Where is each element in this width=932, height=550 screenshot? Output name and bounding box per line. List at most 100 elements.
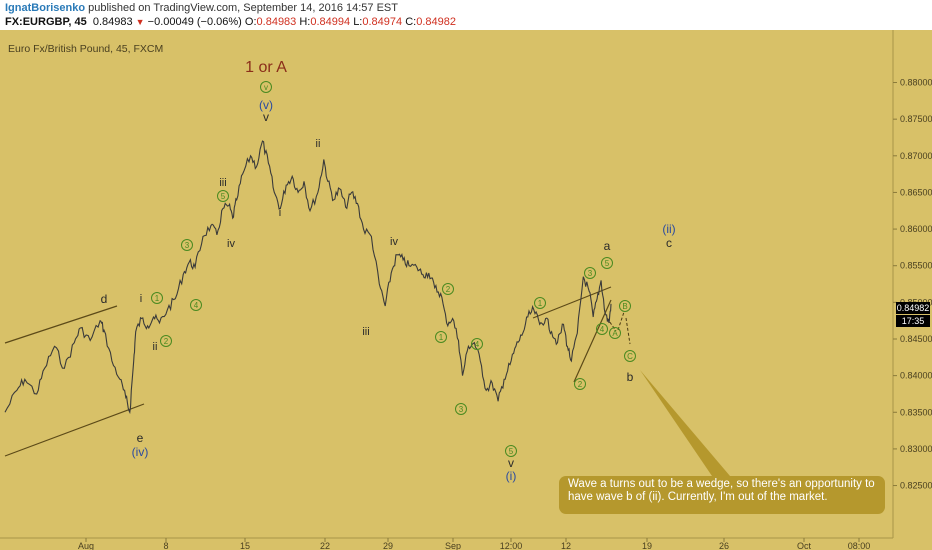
circle-5-a: 5: [217, 190, 229, 202]
wave-v-bottom-label: v: [508, 456, 514, 470]
wave-iv-degree-label: (iv): [132, 445, 149, 459]
circle-B-text: B: [622, 302, 627, 311]
wave-d-label: d: [101, 292, 108, 306]
price-tick-label: 0.84500: [900, 334, 932, 344]
circle-4-a: 4: [190, 299, 202, 311]
price-tick-label: 0.88000: [900, 78, 932, 88]
circle-1-a-text: 1: [155, 294, 160, 303]
time-tick-label: 08:00: [848, 541, 871, 550]
wave-i-degree-label: (i): [506, 469, 517, 483]
circle-1-a: 1: [151, 292, 163, 304]
wave-e-label: e: [137, 431, 144, 445]
circle-1-b-text: 1: [439, 333, 444, 342]
wave-labels: 1 or A (v) v i ii iii iv d e (iv) i ii i…: [101, 59, 676, 483]
circle-4-b: 4: [471, 338, 483, 350]
circle-2-a: 2: [160, 335, 172, 347]
callout-pointer: [640, 370, 730, 476]
low-label: L:: [353, 16, 363, 28]
time-tick-label: 15: [240, 541, 250, 550]
price-tick-label: 0.87000: [900, 151, 932, 161]
circle-1-b: 1: [435, 331, 447, 343]
circled-wave-labels: v 1 2 3 4 5 2 1 4 3 5 1 2 3 4 5 A B C: [151, 81, 636, 457]
price-tick-label: 0.85500: [900, 261, 932, 271]
circle-1-c-text: 1: [538, 299, 543, 308]
price-chart[interactable]: 0.88000 0.87500 0.87000 0.86500 0.86000 0.855…: [0, 30, 932, 550]
wave-b-label: b: [627, 370, 634, 384]
time-tick-label: 29: [383, 541, 393, 550]
price-tick-label: 0.87500: [900, 114, 932, 124]
circle-2-c-text: 2: [578, 380, 583, 389]
wedge-upper-line: [532, 286, 612, 319]
price-tick-label: 0.82500: [900, 481, 932, 491]
circle-v-top-text: v: [264, 83, 268, 92]
publish-info: published on TradingView.com, September …: [85, 2, 398, 14]
time-tick-label: Sep: [445, 541, 461, 550]
symbol-line: FX:EURGBP, 45 0.84983 ▼ −0.00049 (−0.06%…: [5, 16, 456, 28]
circle-1-c: 1: [534, 297, 546, 309]
current-price-tag: 0.84982: [896, 302, 930, 314]
circle-3-b-text: 3: [459, 405, 464, 414]
circle-C-text: C: [627, 352, 633, 361]
major-wave-label: 1 or A: [245, 59, 287, 76]
projection-to-B: [617, 311, 625, 331]
triangle-upper-line: [4, 305, 118, 344]
wave-ii-degree-label: (ii): [662, 222, 675, 236]
circle-4-a-text: 4: [194, 301, 199, 310]
change-arrow-icon: ▼: [135, 17, 145, 27]
close-value: 0.84982: [416, 16, 456, 28]
time-tick-label: 12: [561, 541, 571, 550]
circle-2-c: 2: [574, 378, 586, 390]
circle-5-b: 5: [505, 445, 517, 457]
circle-B: B: [619, 300, 631, 312]
projection-to-C: [625, 317, 631, 345]
high-value: 0.84994: [310, 16, 351, 28]
low-value: 0.84974: [362, 16, 403, 28]
circle-2-b-text: 2: [446, 285, 451, 294]
triangle-lower-line: [4, 403, 145, 457]
open-value: 0.84983: [256, 16, 297, 28]
annotation-callout: Wave a turns out to be a wedge, so there…: [559, 476, 885, 514]
price-tick-label: 0.86000: [900, 224, 932, 234]
circle-A-text: A: [612, 329, 618, 338]
wave-c-label: c: [666, 236, 672, 250]
high-label: H:: [299, 16, 311, 28]
circle-5-c-text: 5: [605, 259, 610, 268]
circle-v-top: v: [260, 81, 272, 93]
wave-iii-mid-label: iii: [362, 326, 369, 338]
pane-title: Euro Fx/British Pound, 45, FXCM: [8, 43, 164, 55]
circle-4-b-text: 4: [475, 340, 480, 349]
time-tick-label: 22: [320, 541, 330, 550]
circle-3-b: 3: [455, 403, 467, 415]
time-tick-label: 19: [642, 541, 652, 550]
time-tick-label: Oct: [797, 541, 812, 550]
circle-C: C: [624, 350, 636, 362]
time-tick-label: 8: [163, 541, 168, 550]
symbol-label: FX:EURGBP, 45: [5, 16, 87, 28]
circle-5-c: 5: [601, 257, 613, 269]
time-tick-label: 12:00: [500, 541, 523, 550]
circle-5-b-text: 5: [509, 447, 514, 456]
price-tick-label: 0.83000: [900, 444, 932, 454]
author-link[interactable]: IgnatBorisenko: [5, 2, 86, 14]
price-tick-label: 0.86500: [900, 187, 932, 197]
circle-3-a: 3: [181, 239, 193, 251]
chart-header: IgnatBorisenko published on TradingView.…: [0, 0, 932, 30]
wave-iv-mid-label: iv: [390, 236, 398, 248]
time-tick-label: Aug: [78, 541, 94, 550]
circle-3-a-text: 3: [185, 241, 190, 250]
close-label: C:: [405, 16, 417, 28]
circle-5-a-text: 5: [221, 192, 226, 201]
circle-4-c: 4: [596, 323, 608, 335]
circle-2-a-text: 2: [164, 337, 169, 346]
wave-iii-top-label: iii: [219, 177, 226, 189]
chart-background: [0, 30, 932, 550]
wave-i-left-label: i: [140, 293, 142, 305]
wave-v-degree-label: (v): [259, 98, 273, 112]
price-series-line: [4, 140, 612, 415]
time-axis: Aug 8 15 22 29 Sep 12:00 12 19 26 Oct 08:00: [78, 538, 870, 550]
circle-A: A: [609, 327, 621, 339]
wave-v-minor-label: v: [263, 110, 269, 124]
last-price: 0.84983: [92, 16, 133, 28]
circle-2-b: 2: [442, 283, 454, 295]
time-tick-label: 26: [719, 541, 729, 550]
